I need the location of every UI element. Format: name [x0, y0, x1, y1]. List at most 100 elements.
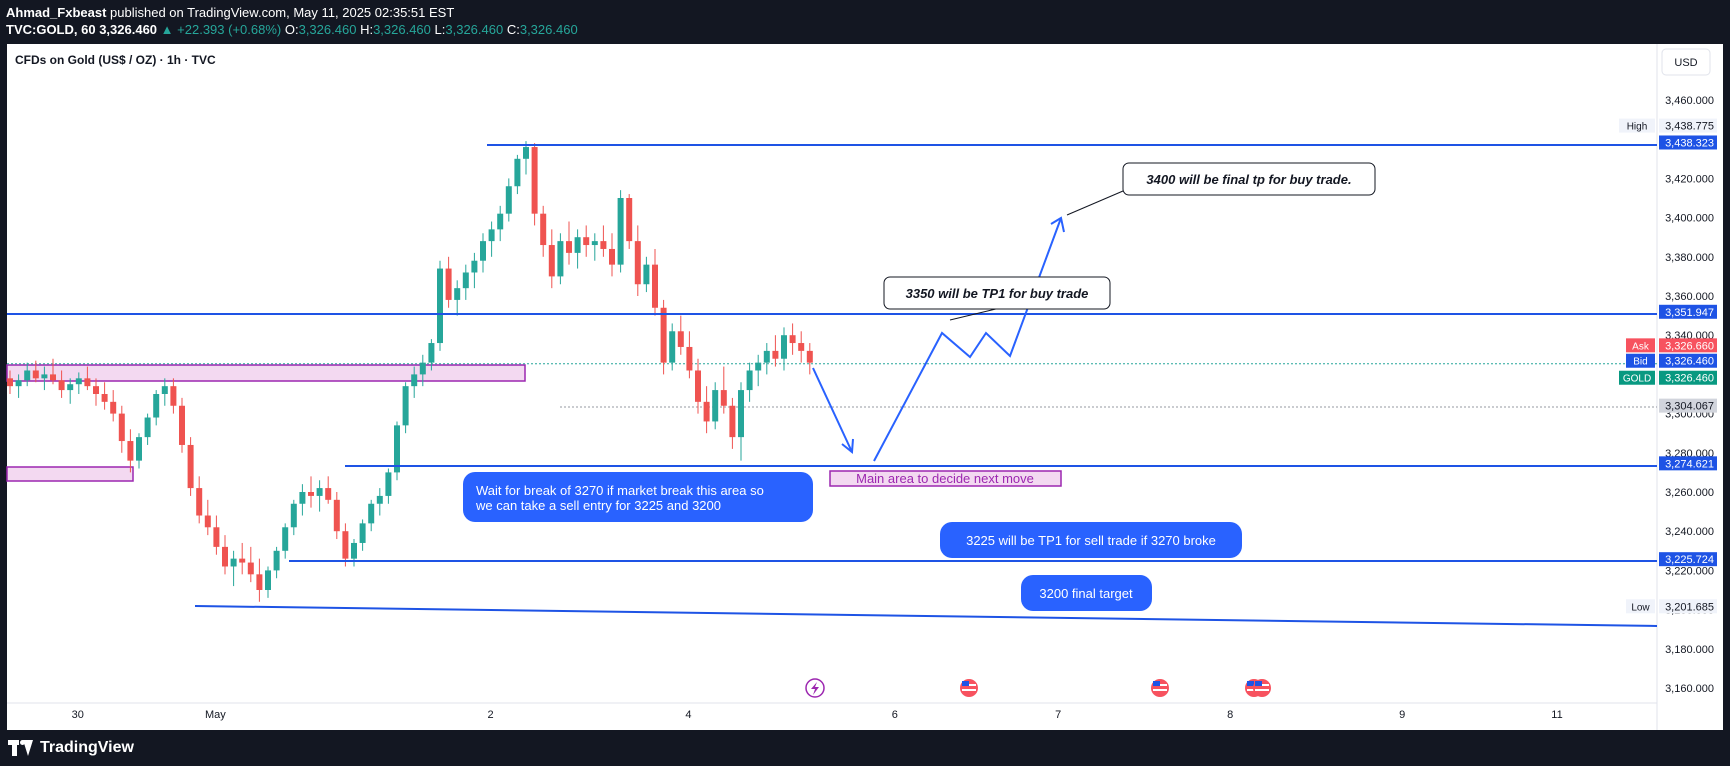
candle	[669, 323, 676, 371]
bubble-final-target[interactable]	[1021, 575, 1152, 611]
open-value: 3,326.460	[298, 22, 357, 37]
candle	[385, 468, 392, 504]
us-flag-event-icon[interactable]	[1151, 679, 1169, 697]
open-label: O:	[284, 22, 299, 37]
price-tick-label: 3,420.000	[1665, 173, 1714, 185]
price-tick-label: 3,400.000	[1665, 213, 1714, 225]
us-flag-event-icon[interactable]	[960, 679, 978, 697]
callout-tp1-buy[interactable]	[883, 276, 1111, 310]
bubble-tp1-sell[interactable]	[940, 522, 1242, 558]
candle	[531, 143, 538, 226]
candle	[462, 264, 469, 300]
bubble-tp1-sell-text: 3225 will be TP1 for sell trade if 3270 …	[966, 533, 1216, 548]
candle	[738, 382, 744, 461]
time-tick-label: 2	[488, 709, 494, 721]
price-tags-group: 3,438.775 High 3,438.323 3,351.947 3,326.660…	[1619, 118, 1717, 614]
candles-group	[7, 141, 813, 602]
ohlc-line: TVC:GOLD, 60 3,326.460 ▲ +22.393 (+0.68%…	[6, 22, 578, 37]
price-tag[interactable]: 3,274.621	[1659, 456, 1717, 471]
main-area-box[interactable]	[829, 470, 1062, 487]
currency-button[interactable]	[1661, 48, 1711, 76]
candle	[695, 358, 701, 414]
resistance-zone-box[interactable]	[6, 364, 526, 382]
candle	[411, 366, 418, 398]
footer-bar	[0, 730, 1730, 766]
candle	[239, 542, 246, 575]
candle	[643, 256, 650, 293]
candle	[273, 546, 280, 579]
tradingview-logo-icon	[8, 740, 34, 756]
candle	[566, 221, 572, 265]
projection-up-path[interactable]	[873, 217, 1062, 462]
price-tag[interactable]: 3,438.323	[1659, 135, 1717, 150]
candle	[342, 523, 349, 567]
price-tick-label: 3,360.000	[1665, 291, 1714, 303]
candle	[514, 154, 521, 195]
author-name[interactable]: Ahmad_Fxbeast	[6, 5, 107, 20]
price-tag[interactable]: 3,304.067	[1659, 398, 1717, 413]
candle	[299, 484, 306, 516]
candle	[798, 331, 805, 363]
trend-line-low[interactable]	[194, 605, 1658, 627]
price-tag[interactable]: 3,351.947	[1659, 304, 1717, 319]
candle	[557, 233, 564, 285]
candle	[316, 480, 323, 512]
price-tag-value: 3,225.724	[1665, 554, 1714, 566]
candle	[333, 492, 340, 540]
candle	[591, 233, 598, 261]
candle	[729, 397, 736, 449]
price-tag-value: 3,274.621	[1665, 458, 1714, 470]
price-tag-label: GOLD	[1623, 374, 1651, 385]
time-tick-label: 6	[892, 709, 898, 721]
price-tick-label: 3,460.000	[1665, 95, 1714, 107]
time-tick-label: 8	[1227, 709, 1233, 721]
candle	[359, 519, 366, 551]
candle	[15, 374, 22, 398]
price-tag[interactable]: 3,326.460 Bid	[1626, 353, 1717, 368]
close-value: 3,326.460	[519, 22, 578, 37]
price-tag[interactable]: 3,201.685 Low	[1626, 599, 1717, 614]
candle	[110, 390, 117, 422]
candle	[523, 141, 529, 175]
low-label: L:	[434, 22, 446, 37]
tradingview-logo[interactable]: TradingView	[8, 739, 134, 757]
candle	[660, 299, 667, 375]
candle	[67, 378, 74, 404]
price-tick-label: 3,160.000	[1665, 683, 1714, 695]
candle	[402, 382, 409, 434]
price-tag[interactable]: 3,326.460 GOLD	[1619, 370, 1717, 385]
bubble-wait-break[interactable]	[463, 472, 813, 522]
candle	[634, 225, 641, 296]
price-tag[interactable]: 3,326.660 Ask	[1626, 338, 1717, 353]
price-tag[interactable]: 3,438.775 High	[1619, 118, 1717, 133]
candle	[213, 515, 220, 555]
price-tag-value: 3,438.775	[1665, 121, 1714, 133]
tradingview-brand: TradingView	[40, 739, 134, 756]
candle	[617, 190, 624, 273]
us-flag-event-icon[interactable]	[1253, 679, 1271, 697]
price-tag[interactable]: 3,225.724	[1659, 552, 1717, 567]
candle	[144, 413, 151, 445]
candle	[763, 343, 770, 375]
candle	[161, 378, 168, 406]
candle	[609, 233, 615, 277]
price-tag-value: 3,304.067	[1665, 401, 1714, 413]
lightning-event-icon[interactable]	[805, 678, 825, 698]
time-axis[interactable]: 30May246789111314151618202122	[72, 709, 1730, 721]
currency-label: USD	[1674, 57, 1697, 69]
candle	[118, 405, 125, 453]
candle	[50, 358, 56, 385]
candle	[75, 372, 82, 394]
candle	[540, 205, 547, 257]
candle	[712, 382, 719, 430]
price-tick-label: 3,240.000	[1665, 526, 1714, 538]
arrow-head-up	[1050, 216, 1065, 233]
callout-tp1-buy-text: 3350 will be TP1 for buy trade	[906, 286, 1089, 301]
projection-down-arrow[interactable]	[812, 367, 853, 453]
time-tick-label: 7	[1055, 709, 1061, 721]
time-tick-label: 11	[1551, 709, 1562, 721]
candle	[480, 233, 486, 273]
callout-final-tp[interactable]	[1122, 162, 1376, 196]
support-zone-box[interactable]	[6, 466, 134, 482]
